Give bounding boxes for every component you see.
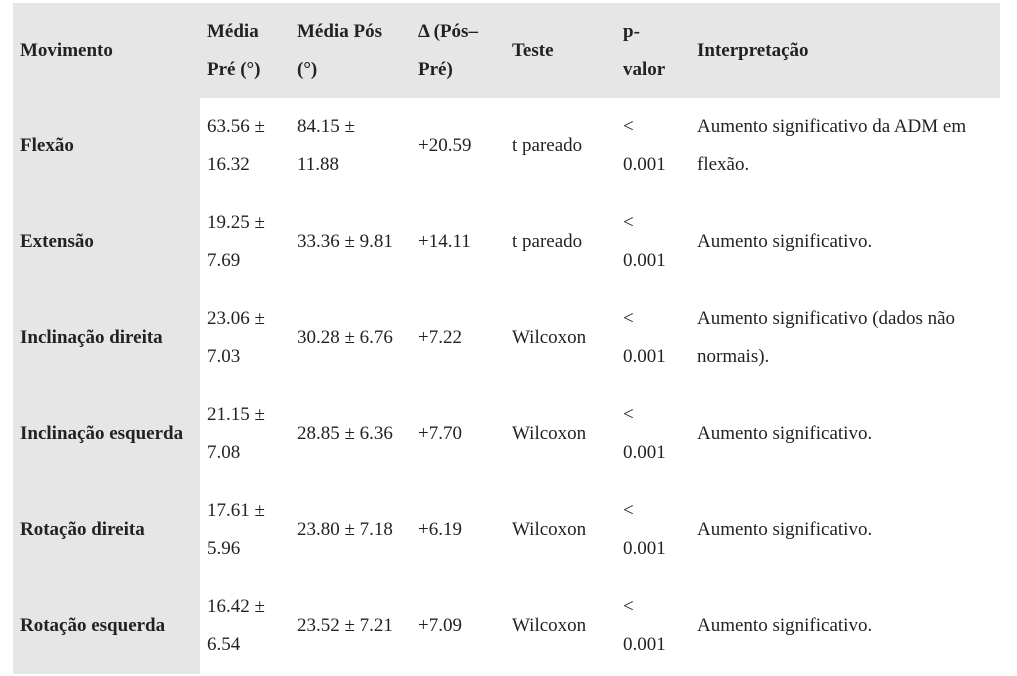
table-row: Rotação esquerda 16.42 ± 6.54 23.52 ± 7.21… [13,578,1000,674]
table-cell: < 0.001 [623,116,666,175]
table-cell: 28.85 ± 6.36 [297,423,393,444]
table-cell: Aumento significativo. [697,231,873,252]
row-label: Flexão [13,98,200,194]
table-cell: 23.52 ± 7.21 [297,615,393,636]
results-table: Movimento Média Pré (°) Média Pós (°) Δ (Pó… [13,3,1000,674]
table-cell: < 0.001 [623,596,666,655]
table-cell: Aumento significativo. [697,423,873,444]
table-cell: Wilcoxon [512,615,587,636]
table-cell: 23.06 ± 7.03 [207,308,265,367]
table-cell: 30.28 ± 6.76 [297,327,393,348]
header-cell: Interpretação [690,3,1000,98]
row-label: Rotação esquerda [13,578,200,674]
table-row: Inclinação esquerda 21.15 ± 7.08 28.85 ± 6… [13,386,1000,482]
table-cell: < 0.001 [623,212,666,271]
table-row: Flexão 63.56 ± 16.32 84.15 ± 11.88 +20.59 t … [13,98,1000,194]
table-cell: +6.19 [418,519,462,540]
header-cell: Teste [505,3,616,98]
table-cell: 21.15 ± 7.08 [207,404,265,463]
table-cell: +14.11 [418,231,471,252]
header-cell: Média Pré (°) [200,3,290,98]
table-body: Flexão 63.56 ± 16.32 84.15 ± 11.88 +20.59 t … [13,98,1000,674]
header-cell: Média Pós (°) [290,3,411,98]
table-cell: < 0.001 [623,404,666,463]
header-cell: Δ (Pós–Pré) [411,3,505,98]
table-cell: 16.42 ± 6.54 [207,596,265,655]
header-cell: Movimento [13,3,200,98]
table-cell: t pareado [512,231,583,252]
table-cell: +7.09 [418,615,462,636]
table-cell: 19.25 ± 7.69 [207,212,265,271]
table-cell: < 0.001 [623,500,666,559]
table-cell: Aumento significativo (dados não normais… [697,308,956,367]
table-cell: Wilcoxon [512,327,587,348]
table-cell: < 0.001 [623,308,666,367]
table-cell: +7.22 [418,327,462,348]
row-label: Inclinação direita [13,290,200,386]
table-cell: 84.15 ± 11.88 [297,116,355,175]
table-row: Inclinação direita 23.06 ± 7.03 30.28 ± 6.… [13,290,1000,386]
table-cell: 23.80 ± 7.18 [297,519,393,540]
table-cell: 63.56 ± 16.32 [207,116,265,175]
row-label: Extensão [13,194,200,290]
table-cell: Wilcoxon [512,519,587,540]
row-label: Inclinação esquerda [13,386,200,482]
table-cell: Aumento significativo. [697,519,873,540]
table-cell: 33.36 ± 9.81 [297,231,393,252]
table-cell: 17.61 ± 5.96 [207,500,265,559]
table-row: Extensão 19.25 ± 7.69 33.36 ± 9.81 +14.11 t … [13,194,1000,290]
row-label: Rotação direita [13,482,200,578]
table-cell: Wilcoxon [512,423,587,444]
table-cell: +7.70 [418,423,462,444]
table-cell: Aumento significativo da ADM em flexão. [697,116,967,175]
table-cell: t pareado [512,135,583,156]
header-cell: p-valor [616,3,690,98]
table-cell: Aumento significativo. [697,615,873,636]
table-row: Rotação direita 17.61 ± 5.96 23.80 ± 7.18 +… [13,482,1000,578]
header-row: Movimento Média Pré (°) Média Pós (°) Δ (Pó… [13,3,1000,98]
table-cell: +20.59 [418,135,472,156]
